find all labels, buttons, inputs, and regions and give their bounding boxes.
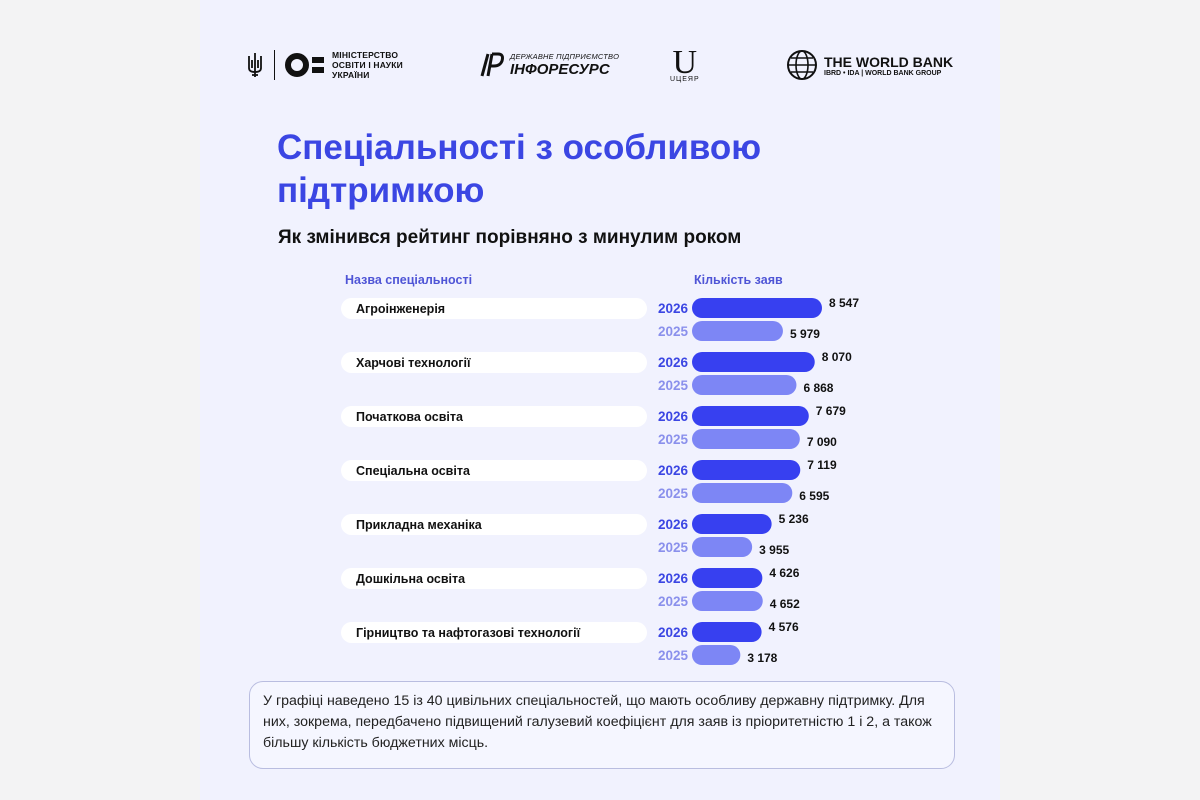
category-pill-5 bbox=[341, 568, 647, 589]
bar-2026 bbox=[692, 514, 772, 534]
bar-2026 bbox=[692, 406, 809, 426]
category-label-1: Харчові технології bbox=[356, 356, 471, 370]
bar-2026 bbox=[692, 460, 801, 480]
value-label: 4 576 bbox=[769, 620, 799, 634]
year-label: 2026 bbox=[658, 355, 689, 370]
page-subtitle: Як змінився рейтинг порівняно з минулим … bbox=[278, 227, 742, 248]
category-pill-3 bbox=[341, 460, 647, 481]
value-label: 3 178 bbox=[747, 651, 777, 665]
category-label-5: Дошкільна освіта bbox=[356, 572, 466, 586]
category-pill-6 bbox=[341, 622, 647, 643]
value-label: 5 979 bbox=[790, 327, 820, 341]
value-label: 7 119 bbox=[807, 458, 837, 472]
year-label: 2025 bbox=[658, 486, 689, 501]
footnote: У графіці наведено 15 із 40 цивільних сп… bbox=[249, 681, 955, 769]
bar-2025 bbox=[692, 321, 783, 341]
globe-icon bbox=[787, 50, 817, 80]
category-label-0: Агроінженерія bbox=[356, 302, 445, 316]
bar-2025 bbox=[692, 645, 741, 665]
year-label: 2025 bbox=[658, 324, 689, 339]
column-header-name: Назва спеціальності bbox=[345, 273, 473, 287]
category-label-4: Прикладна механіка bbox=[356, 518, 483, 532]
ministry-name: МІНІСТЕРСТВО ОСВІТИ І НАУКИ УКРАЇНИ bbox=[332, 50, 403, 80]
column-header-count: Кількість заяв bbox=[694, 273, 783, 287]
applications-bar-chart: Агроінженерія 2026 8 547 2025 5 979 Харчові т… bbox=[341, 296, 859, 665]
bar-2025 bbox=[692, 483, 793, 503]
uceqa-logo: U UЦЕЯР bbox=[670, 43, 700, 83]
ministry-mark bbox=[285, 53, 324, 77]
value-label: 8 547 bbox=[829, 296, 859, 310]
year-label: 2025 bbox=[658, 432, 689, 447]
category-pill-0 bbox=[341, 298, 647, 319]
category-pill-2 bbox=[341, 406, 647, 427]
category-pill-1 bbox=[341, 352, 647, 373]
bar-2026 bbox=[692, 568, 763, 588]
year-label: 2026 bbox=[658, 517, 689, 532]
inforesurs-icon bbox=[480, 52, 504, 77]
category-pill-4 bbox=[341, 514, 647, 535]
category-label-2: Початкова освіта bbox=[356, 410, 464, 424]
inforesurs-logo: ДЕРЖАВНЕ ПІДПРИЄМСТВО ІНФОРЕСУРС bbox=[478, 40, 619, 90]
value-label: 4 626 bbox=[769, 566, 799, 580]
year-label: 2026 bbox=[658, 301, 689, 316]
logo-divider bbox=[274, 50, 275, 80]
year-label: 2026 bbox=[658, 463, 689, 478]
bar-2025 bbox=[692, 537, 753, 557]
value-label: 8 070 bbox=[822, 350, 852, 364]
world-bank-logo: THE WORLD BANK IBRD • IDA | WORLD BANK G… bbox=[786, 40, 953, 90]
year-label: 2026 bbox=[658, 625, 689, 640]
bar-2025 bbox=[692, 429, 800, 449]
page-title: Спеціальності з особливою підтримкою bbox=[277, 128, 762, 210]
value-label: 3 955 bbox=[759, 543, 789, 557]
value-label: 6 868 bbox=[803, 381, 833, 395]
infographic-card: МІНІСТЕРСТВО ОСВІТИ І НАУКИ УКРАЇНИ ДЕРЖ… bbox=[200, 0, 1000, 800]
trident-icon bbox=[248, 53, 262, 77]
ministry-logo: МІНІСТЕРСТВО ОСВІТИ І НАУКИ УКРАЇНИ bbox=[246, 40, 403, 90]
partner-logos: МІНІСТЕРСТВО ОСВІТИ І НАУКИ УКРАЇНИ ДЕРЖ… bbox=[200, 40, 1000, 90]
bar-2026 bbox=[692, 298, 822, 318]
bar-2025 bbox=[692, 591, 763, 611]
year-label: 2026 bbox=[658, 571, 689, 586]
value-label: 4 652 bbox=[770, 597, 800, 611]
category-label-3: Спеціальна освіта bbox=[356, 464, 471, 478]
value-label: 5 236 bbox=[779, 512, 809, 526]
bar-2025 bbox=[692, 375, 797, 395]
value-label: 6 595 bbox=[799, 489, 829, 503]
category-label-6: Гірництво та нафтогазові технології bbox=[356, 626, 581, 640]
bar-2026 bbox=[692, 622, 762, 642]
year-label: 2025 bbox=[658, 594, 689, 609]
year-label: 2025 bbox=[658, 540, 689, 555]
bar-2026 bbox=[692, 352, 815, 372]
year-label: 2025 bbox=[658, 648, 689, 663]
value-label: 7 679 bbox=[816, 404, 846, 418]
year-label: 2026 bbox=[658, 409, 689, 424]
value-label: 7 090 bbox=[807, 435, 837, 449]
year-label: 2025 bbox=[658, 378, 689, 393]
